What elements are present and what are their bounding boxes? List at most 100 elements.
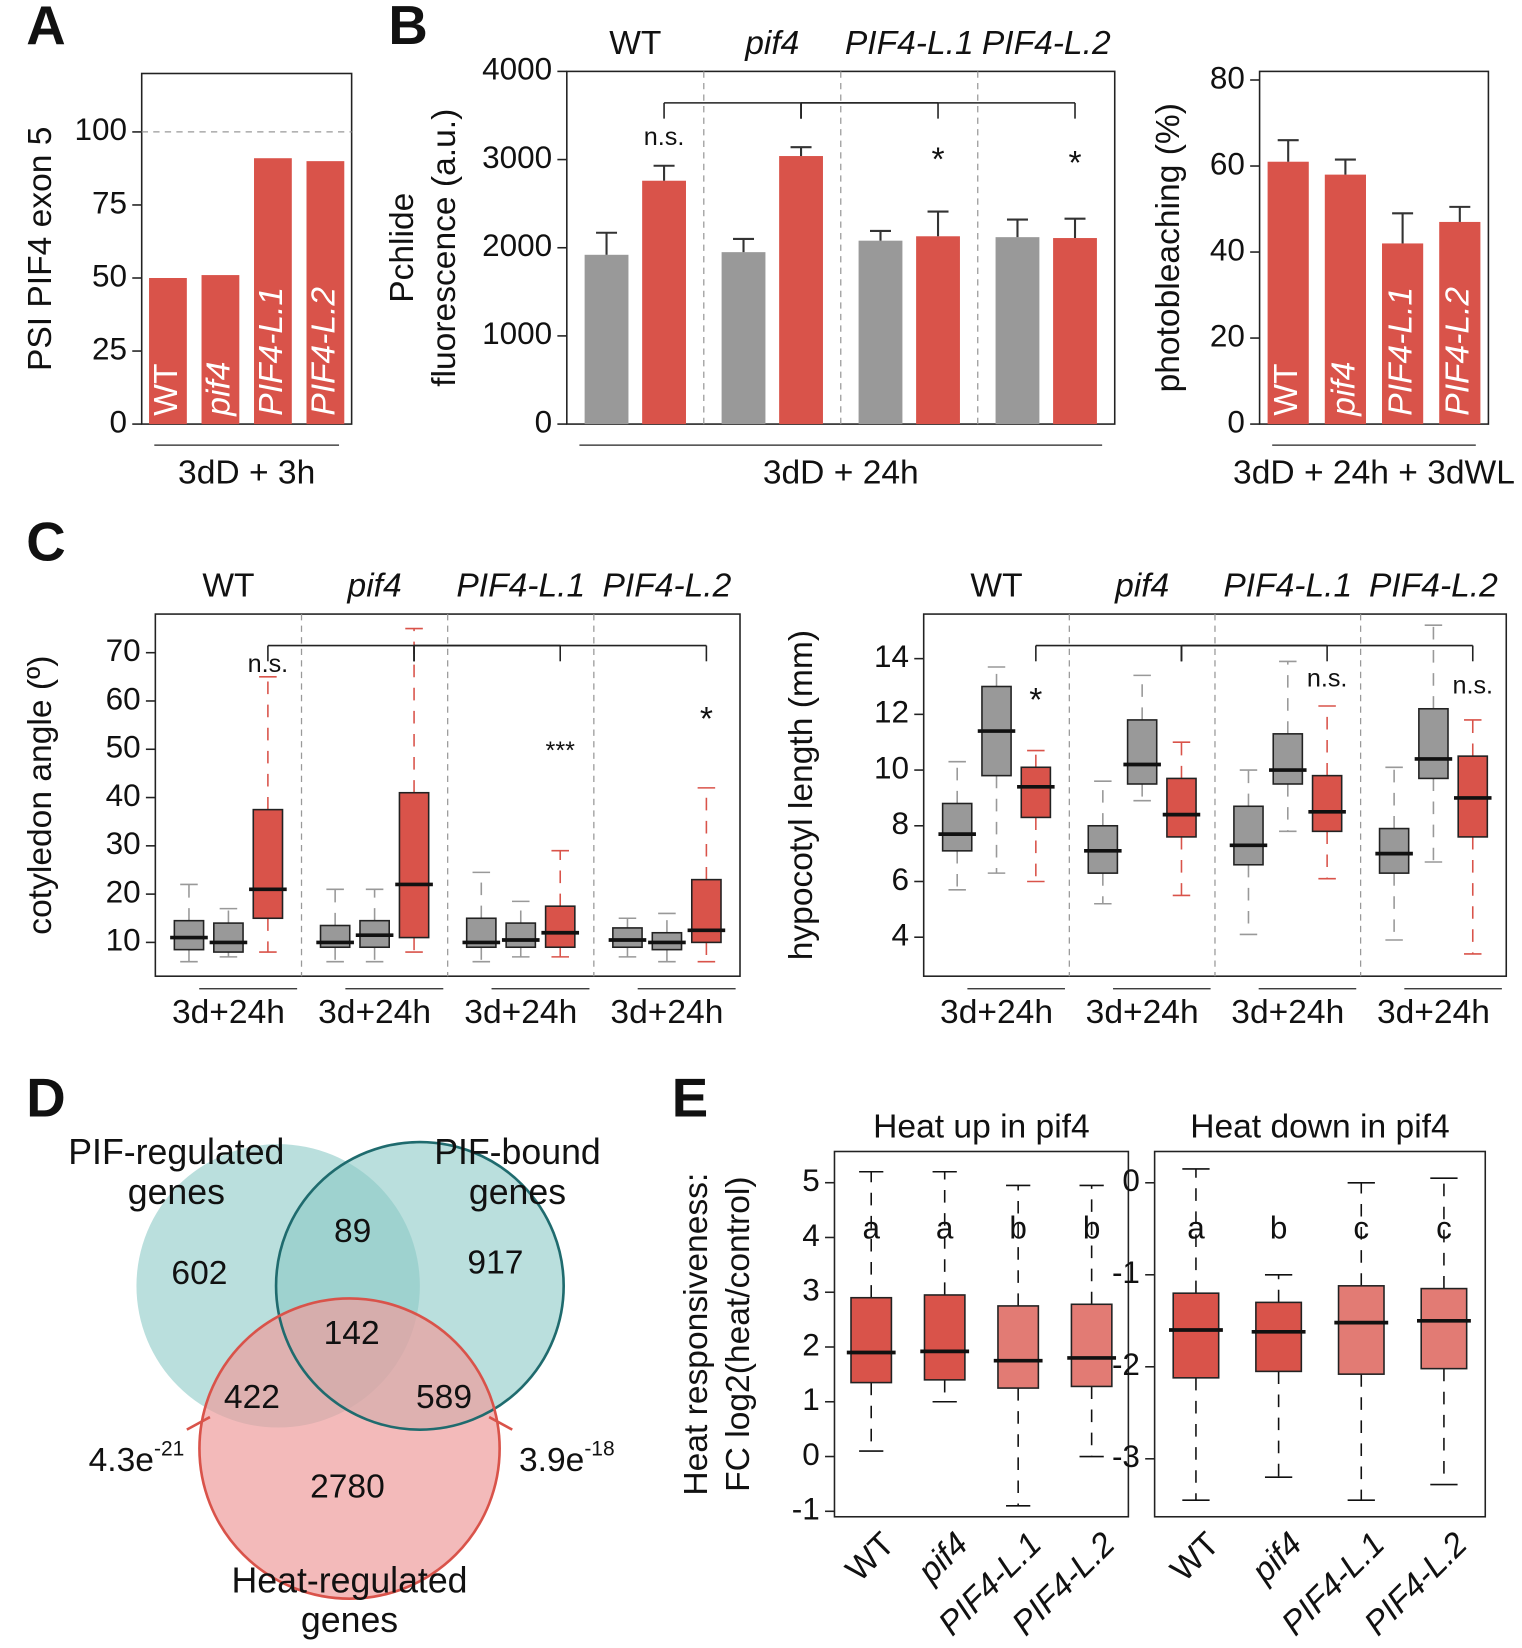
- y-tick-label: 4: [891, 918, 909, 953]
- group-x-label: 3d+24h: [318, 994, 431, 1031]
- plot-frame: [833, 1150, 1130, 1518]
- group-letter: b: [1270, 1211, 1288, 1246]
- group-x-label: 3d+24h: [1377, 994, 1490, 1031]
- bar-label: WT: [1268, 363, 1305, 415]
- group-x-label: 3d+24h: [1086, 994, 1199, 1031]
- group-label: pif4: [347, 568, 402, 605]
- box: [1420, 1287, 1468, 1370]
- y-tick-label: -1: [1112, 1255, 1140, 1290]
- set-label: Heat-regulated: [232, 1560, 468, 1600]
- y-tick-label: 60: [1210, 146, 1245, 181]
- y-axis-label: photobleaching (%): [1150, 103, 1187, 392]
- y-tick-label: 25: [92, 331, 127, 366]
- box: [1233, 805, 1264, 866]
- bar: [995, 237, 1040, 425]
- y-axis-label: PSI PIF4 exon 5: [22, 127, 59, 372]
- box: [690, 878, 722, 944]
- plot-frame: [154, 613, 741, 977]
- box: [252, 808, 284, 920]
- bar: [779, 156, 823, 425]
- y-axis-label: FC log2(heat/control): [720, 1176, 757, 1491]
- y-tick-label: 4000: [482, 52, 552, 87]
- box: [923, 1294, 966, 1381]
- box: [1337, 1285, 1385, 1375]
- y-tick-label: 3000: [482, 140, 552, 175]
- y-tick-label: -1: [792, 1492, 820, 1527]
- y-tick-label: 10: [874, 750, 909, 785]
- y-tick-label: 30: [106, 826, 141, 861]
- significance-label: *: [700, 701, 713, 738]
- chart-title: Heat down in pif4: [1190, 1108, 1449, 1145]
- significance-label: n.s.: [1452, 672, 1493, 700]
- y-tick-label: 70: [106, 633, 141, 668]
- y-tick-label: 100: [74, 112, 127, 147]
- p-value: 3.9e-18: [519, 1437, 615, 1479]
- y-tick-label: 80: [1210, 60, 1245, 95]
- box: [1020, 766, 1052, 819]
- box: [505, 922, 537, 949]
- bar: [306, 161, 345, 425]
- x-axis-label: 3dD + 3h: [178, 454, 315, 491]
- panel-letter: A: [26, 0, 65, 56]
- bar: [1439, 221, 1481, 425]
- panel-letter: C: [26, 511, 65, 572]
- group-x-label: 3d+24h: [610, 994, 723, 1031]
- group-x-label: 3d+24h: [464, 994, 577, 1031]
- region-count: 2780: [310, 1468, 385, 1505]
- box: [544, 905, 576, 949]
- group-label: PIF4-L.2: [603, 568, 732, 605]
- y-tick-label: 50: [106, 730, 141, 765]
- group-label: PIF4-L.1: [845, 25, 974, 62]
- venn-set: [199, 1298, 500, 1599]
- group-label: PIF4-L.1: [1223, 568, 1352, 605]
- y-axis-label: Pchlide: [384, 193, 421, 303]
- group-x-label: 3d+24h: [940, 994, 1053, 1031]
- y-tick-label: 2: [802, 1327, 820, 1362]
- plot-frame: [1153, 1150, 1487, 1518]
- bar: [201, 275, 240, 425]
- significance-label: n.s.: [644, 123, 685, 151]
- set-label: genes: [128, 1172, 225, 1212]
- y-axis-label: hypocotyl length (mm): [783, 630, 820, 960]
- venn-outline: [198, 1297, 501, 1600]
- region-count: 602: [171, 1255, 227, 1292]
- p-value-exponent: -21: [154, 1437, 184, 1460]
- significance-label: n.s.: [248, 650, 289, 678]
- venn-outline: [274, 1140, 565, 1431]
- region-count: 917: [467, 1245, 523, 1282]
- p-value: 4.3e-21: [89, 1437, 185, 1479]
- y-tick-label: 20: [106, 874, 141, 909]
- group-label: pif4: [1114, 568, 1169, 605]
- group-x-label: 3d+24h: [172, 994, 285, 1031]
- group-letter: b: [1083, 1211, 1101, 1246]
- y-tick-label: 8: [891, 806, 909, 841]
- panel-letter: B: [388, 0, 427, 56]
- plot-frame: [140, 72, 353, 425]
- group-label: WT: [609, 25, 661, 62]
- group-letter: c: [1436, 1211, 1452, 1246]
- bar: [858, 240, 903, 425]
- set-label: genes: [469, 1172, 566, 1212]
- bar-label: PIF4-L.1: [1382, 287, 1419, 416]
- y-tick-label: 4: [802, 1218, 820, 1253]
- group-letter: a: [862, 1211, 880, 1246]
- significance-label: *: [1068, 145, 1081, 182]
- box: [1418, 707, 1449, 780]
- y-axis-label: Heat responsiveness:: [678, 1173, 715, 1496]
- region-count: 89: [334, 1213, 371, 1250]
- bar-label: PIF4-L.2: [305, 287, 342, 416]
- plot-frame: [1258, 70, 1490, 425]
- y-tick-label: -3: [1112, 1439, 1140, 1474]
- group-label: PIF4-L.2: [982, 25, 1111, 62]
- bar: [642, 180, 686, 425]
- y-tick-label: 12: [874, 695, 909, 730]
- set-label: PIF-regulated: [68, 1132, 284, 1172]
- box: [1255, 1301, 1303, 1373]
- significance-label: n.s.: [1307, 665, 1348, 693]
- y-tick-label: 50: [92, 258, 127, 293]
- panel-letter: E: [672, 1068, 708, 1129]
- significance-label: *: [931, 141, 944, 178]
- bar: [254, 158, 292, 425]
- box: [850, 1296, 893, 1384]
